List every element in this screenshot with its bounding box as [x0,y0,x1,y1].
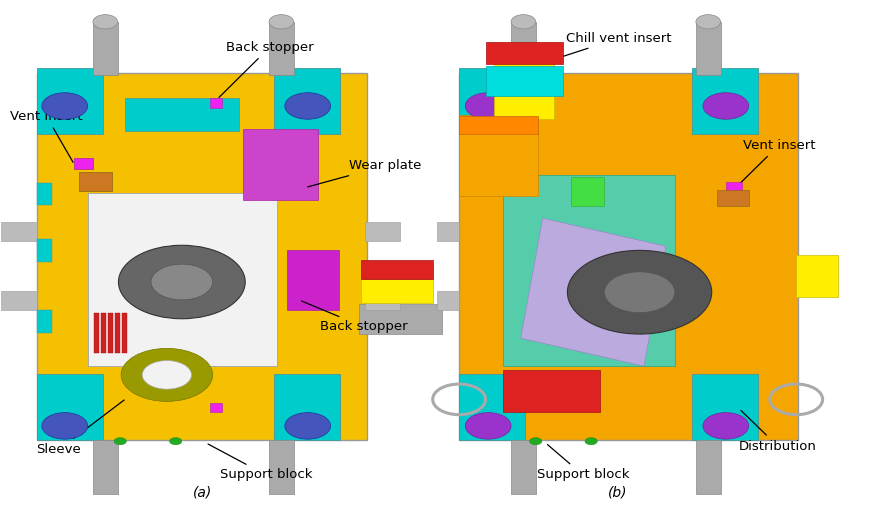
Bar [726,182,742,191]
Bar [108,312,113,353]
Bar [692,68,758,134]
Circle shape [285,93,330,119]
Bar [503,370,600,412]
Bar [796,255,839,298]
Circle shape [142,361,192,389]
Circle shape [285,412,330,439]
Circle shape [465,412,511,439]
Bar [210,403,223,412]
Bar [269,22,294,75]
Text: Vent insert: Vent insert [11,110,83,162]
Polygon shape [521,218,666,366]
Text: (b): (b) [608,485,627,499]
Circle shape [42,412,87,439]
Text: (a): (a) [192,485,212,499]
Bar [36,73,366,440]
Bar [365,222,400,241]
Bar [360,260,433,280]
Circle shape [703,412,749,439]
Bar [94,312,99,353]
Bar [36,239,52,262]
Bar [365,291,400,310]
Bar [244,129,318,201]
Bar [486,66,563,96]
Circle shape [93,15,117,29]
Circle shape [121,348,213,401]
Text: Support block: Support block [537,445,629,481]
Bar [511,22,536,75]
Bar [696,440,721,494]
Bar [360,279,433,304]
Bar [93,440,117,494]
Bar [122,312,127,353]
Bar [717,190,749,207]
Circle shape [530,438,542,445]
Bar [275,68,340,134]
Bar [36,68,102,134]
Bar [210,98,223,108]
Bar [93,22,117,75]
Bar [0,222,36,241]
Bar [459,73,798,440]
Bar [437,222,459,241]
Bar [571,177,604,207]
Circle shape [585,438,597,445]
Circle shape [604,272,675,312]
Bar [0,291,36,310]
Circle shape [696,15,721,29]
Circle shape [568,250,712,334]
Bar [692,374,758,440]
Bar [459,116,539,134]
Bar [36,374,102,440]
Bar [696,22,721,75]
Circle shape [114,438,126,445]
Bar [125,98,239,131]
Text: Back stopper: Back stopper [301,301,408,333]
Bar [101,312,106,353]
Circle shape [118,245,245,319]
Text: Chill vent insert: Chill vent insert [534,32,672,66]
Bar [275,374,340,440]
Bar [459,115,539,196]
Bar [73,157,93,169]
Bar [288,250,338,310]
Text: Support block: Support block [208,444,313,481]
Bar [36,310,52,333]
Text: Wear plate: Wear plate [308,159,421,187]
Text: Distribution: Distribution [739,410,817,453]
Bar [459,68,525,134]
Circle shape [703,93,749,119]
Bar [503,175,675,366]
Bar [437,291,459,310]
Text: Vent insert: Vent insert [739,139,815,184]
Circle shape [465,93,511,119]
Bar [269,440,294,494]
Bar [486,42,563,64]
Text: Sleeve: Sleeve [36,400,125,456]
Bar [87,193,277,366]
Circle shape [269,15,294,29]
Circle shape [170,438,182,445]
Text: Back stopper: Back stopper [219,41,313,97]
Circle shape [511,15,536,29]
Bar [511,440,536,494]
Bar [115,312,120,353]
Bar [79,172,112,191]
Bar [459,374,525,440]
Circle shape [42,93,87,119]
Bar [494,45,555,119]
Bar [358,304,442,334]
Bar [36,183,52,206]
Circle shape [151,264,213,300]
